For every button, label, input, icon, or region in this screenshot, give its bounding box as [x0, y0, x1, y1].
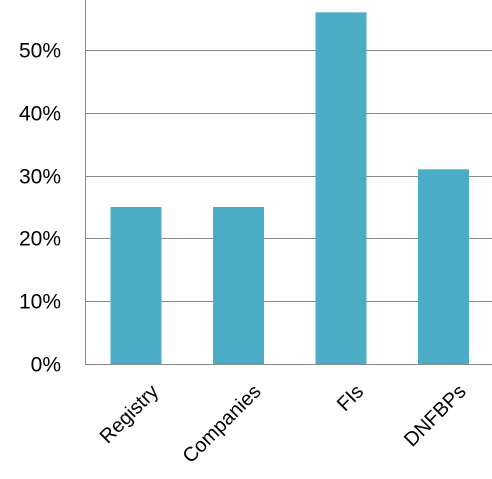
x-tick-labels: Registry Companies FIs DNFBPs — [96, 381, 471, 468]
y-tick-label: 20% — [19, 228, 61, 251]
x-tick-label: DNFBPs — [400, 381, 471, 452]
y-tick-label: 0% — [31, 354, 61, 377]
bar-dnfbps — [418, 169, 469, 364]
axes — [85, 0, 492, 365]
x-tick-label: Registry — [96, 381, 163, 448]
x-tick-label: FIs — [333, 381, 368, 416]
bar-fis — [315, 12, 367, 364]
bar-companies — [213, 207, 264, 364]
y-tick-label: 50% — [19, 40, 61, 63]
bar-registry — [110, 207, 162, 364]
bars — [110, 12, 469, 364]
y-tick-labels: 0% 10% 20% 30% 40% 50% — [19, 40, 61, 377]
x-tick-label: Companies — [179, 381, 266, 468]
y-tick-label: 40% — [19, 103, 61, 126]
y-tick-label: 30% — [19, 166, 61, 189]
y-tick-label: 10% — [19, 291, 61, 314]
